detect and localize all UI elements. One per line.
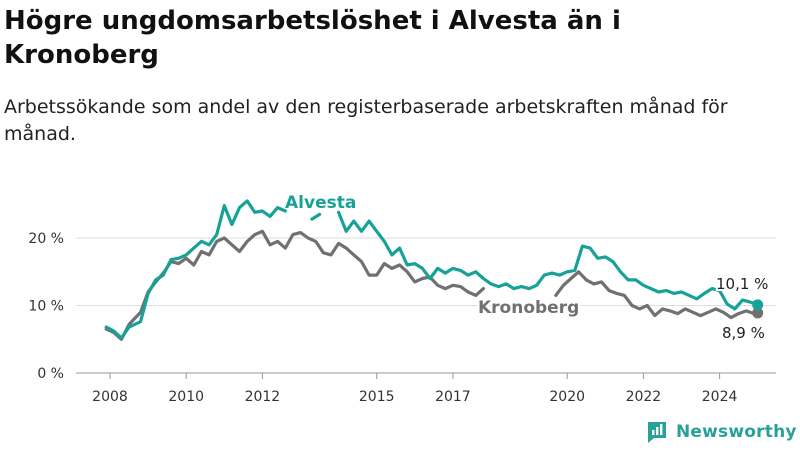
series-line-alvesta [104,199,760,340]
y-tick-label: 10 % [28,299,64,315]
end-value-alvesta: 10,1 % [716,275,768,293]
end-value-kronoberg: 8,9 % [722,324,765,342]
newsworthy-logo-icon [648,422,666,443]
brand-name: Newsworthy [676,422,797,442]
x-tick-label: 2024 [702,389,738,405]
x-tick-label: 2015 [359,389,395,405]
x-tick-label: 2017 [435,389,471,405]
series-lines [104,199,764,341]
x-axis: 2008 2010 2012 2015 2017 2020 2022 2024 [92,373,738,405]
y-tick-label: 20 % [28,231,64,247]
y-tick-label: 0 % [37,366,64,382]
brand-logo: Newsworthy [646,420,797,444]
series-name-kronoberg: Kronoberg [478,298,579,318]
x-tick-label: 2012 [245,389,281,405]
series-labels: Alvesta Kronoberg 10,1 % 8,9 % [285,193,770,344]
x-tick-label: 2010 [168,389,204,405]
grid-lines [76,237,776,374]
x-tick-label: 2020 [549,389,585,405]
end-point-kronoberg [752,307,764,319]
x-tick-label: 2008 [92,389,128,405]
y-axis: 0 % 10 % 20 % [28,231,64,382]
chart-title: Högre ungdomsarbetslöshet i Alvesta än i… [4,6,621,70]
series-name-alvesta: Alvesta [285,193,356,213]
series-line-kronoberg [104,229,760,341]
chart-subtitle: Arbetssökande som andel av den registerb… [4,96,728,145]
end-point-alvesta [752,299,764,311]
x-tick-label: 2022 [626,389,662,405]
